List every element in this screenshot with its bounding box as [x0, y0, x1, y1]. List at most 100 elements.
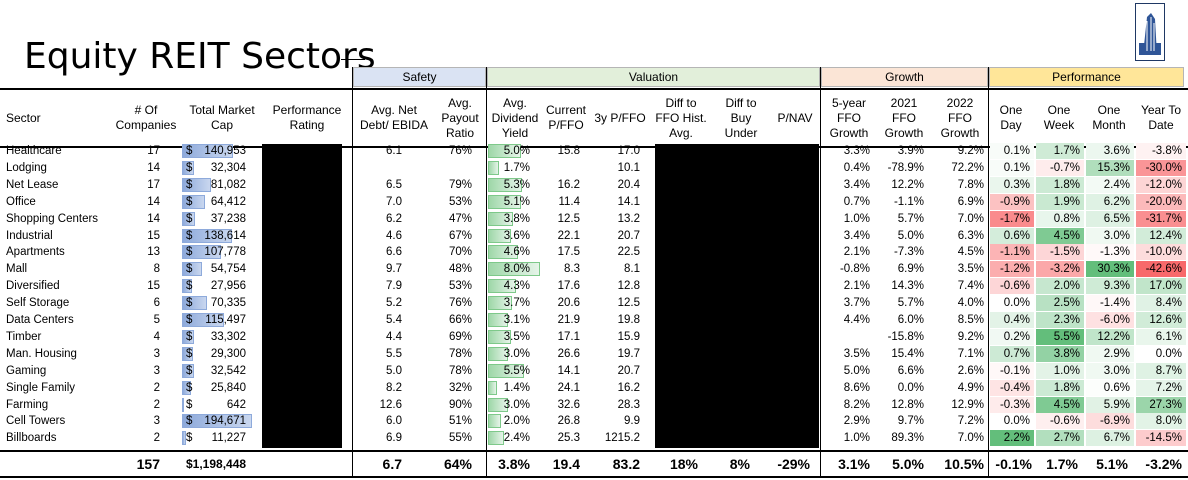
cell-sector: Cell Towers: [6, 415, 66, 428]
yield-bar: [488, 144, 521, 158]
cell-w1: 1.8%: [1036, 176, 1084, 193]
table-row: Industrial 15 4.6 67% 22.1 20.7 3.4% 5.0% 6.3% $1…: [0, 227, 1188, 244]
cell-ffo5: 5.0%: [843, 364, 870, 377]
market-cap-bar: [182, 262, 202, 277]
yield-bar: [488, 228, 511, 243]
cell-ytd: -31.7%: [1136, 210, 1186, 227]
cell-p3: 19.7: [617, 347, 640, 360]
cell-d1: 0.2%: [990, 328, 1034, 345]
cell-count: 2: [153, 398, 160, 411]
cell-sector: Apartments: [6, 246, 65, 259]
cell-ffo5: 0.7%: [843, 195, 870, 208]
cell-g22: 4.5%: [957, 246, 984, 259]
market-cap-bar: [182, 414, 252, 429]
cell-ffo5: 1.0%: [843, 212, 870, 225]
cell-ytd: 12.4%: [1136, 227, 1186, 244]
market-cap-bar: [182, 194, 205, 209]
table-row: Data Centers 5 5.4 66% 21.9 19.8 4.4% 6.0% 8.5% $…: [0, 312, 1188, 328]
cell-w1: 3.8%: [1036, 345, 1084, 362]
market-cap-bar: [182, 296, 207, 311]
cell-w1: 1.0%: [1036, 362, 1084, 379]
yield-bar: [488, 380, 497, 395]
cell-d1: 0.1%: [990, 143, 1034, 159]
cell-g22: 7.2%: [957, 415, 984, 428]
cell-yield: 5.1%: [503, 195, 530, 208]
cell-w1: 0.8%: [1036, 210, 1084, 227]
cell-pffo: 20.6: [557, 297, 580, 310]
cell-w1: 2.0%: [1036, 278, 1084, 295]
cell-m1: 0.6%: [1086, 379, 1134, 396]
cell-cap: 33,302: [210, 330, 246, 343]
cell-g22: 6.3%: [957, 229, 984, 242]
cell-ytd: 0.0%: [1136, 345, 1186, 362]
cell-sector: Lodging: [6, 161, 47, 174]
cell-pffo: 16.2: [557, 178, 580, 191]
cell-cap-symbol: $: [186, 398, 193, 411]
cell-g22: 6.9%: [957, 195, 984, 208]
cell-pffo: 21.9: [557, 314, 580, 326]
table-row: Healthcare 17 6.1 76% 15.8 17.0 3.3% 3.9% 9.2% $1…: [0, 143, 1188, 159]
table-row: Self Storage 6 5.2 76% 20.6 12.5 3.7% 5.7% 4.0% $…: [0, 295, 1188, 312]
total-one-week: 1.7%: [1046, 456, 1078, 472]
cell-p3: 8.1: [624, 263, 640, 276]
cell-w1: -1.5%: [1036, 244, 1084, 261]
cell-cap-symbol: $: [186, 381, 193, 394]
header-g21: 2021 FFO Growth: [884, 95, 924, 140]
cell-g21: 0.0%: [897, 381, 924, 394]
cell-debt: [354, 160, 402, 176]
cell-p3: 19.8: [617, 314, 640, 326]
cell-count: 2: [153, 432, 160, 445]
cell-debt: 12.6: [379, 398, 402, 411]
cell-ytd: -12.0%: [1136, 176, 1186, 193]
cell-pffo: 22.1: [557, 229, 580, 242]
cell-ytd: 12.6%: [1136, 312, 1186, 328]
table-row: Single Family 2 8.2 32% 24.1 16.2 8.6% 0.0% 4.9%…: [0, 379, 1188, 396]
cell-ffo5: 2.9%: [843, 415, 870, 428]
cell-count: 3: [153, 347, 160, 360]
header-rating: Performance Rating: [272, 103, 342, 132]
cell-ytd: -30.0%: [1136, 159, 1186, 176]
cell-cap-symbol: $: [186, 229, 193, 242]
cell-cap-symbol: $: [186, 314, 193, 326]
cell-cap: 37,238: [210, 212, 246, 225]
cell-ytd: 17.0%: [1136, 278, 1186, 295]
yield-bar: [488, 431, 504, 446]
total-ffo5: 3.1%: [838, 456, 870, 472]
cell-cap: 29,300: [210, 347, 246, 360]
market-cap-bar: [182, 313, 224, 327]
cell-ffo5: 3.4%: [843, 229, 870, 242]
cell-ffo5: 0.4%: [843, 161, 870, 174]
table-row: Office 14 7.0 53% 11.4 14.1 0.7% -1.1% 6.9% $64,4…: [0, 193, 1188, 210]
cell-g22: 72.2%: [951, 161, 984, 174]
total-g22: 10.5%: [944, 456, 984, 472]
cell-p3: 20.4: [617, 178, 640, 191]
cell-cap-symbol: $: [186, 178, 193, 191]
cell-w1: 1.8%: [1036, 379, 1084, 396]
cell-ffo5: 1.0%: [843, 432, 870, 445]
cell-cap: 140,953: [204, 145, 246, 157]
cell-payout: 53%: [448, 280, 472, 293]
cell-debt: 5.2: [386, 297, 402, 310]
cell-pffo: 17.5: [557, 246, 580, 259]
cell-ffo5: 2.1%: [843, 280, 870, 293]
cell-cap: 81,082: [210, 178, 246, 191]
cell-yield: 2.0%: [503, 415, 530, 428]
cell-pffo: [540, 160, 580, 176]
cell-cap-symbol: $: [186, 364, 193, 377]
cell-m1: 3.0%: [1086, 362, 1134, 379]
cell-p3: 17.0: [617, 145, 640, 157]
header-g22: 2022 FFO Growth: [940, 95, 980, 140]
table-row: Man. Housing 3 5.5 78% 26.6 19.7 3.5% 15.4% 7.1%…: [0, 345, 1188, 362]
total-g21: 5.0%: [892, 456, 924, 472]
header-market-cap: Total Market Cap: [189, 103, 255, 132]
cell-cap-symbol: $: [186, 347, 193, 360]
cell-payout: 67%: [448, 229, 472, 242]
total-diff-buy: 8%: [729, 456, 750, 472]
cell-debt: 6.2: [386, 212, 402, 225]
cell-g21: 14.3%: [891, 280, 924, 293]
cell-cap-symbol: $: [186, 415, 193, 428]
cell-pffo: 15.8: [557, 145, 580, 157]
cell-pffo: 17.6: [557, 280, 580, 293]
cell-count: 14: [147, 195, 160, 208]
cell-count: 2: [153, 381, 160, 394]
